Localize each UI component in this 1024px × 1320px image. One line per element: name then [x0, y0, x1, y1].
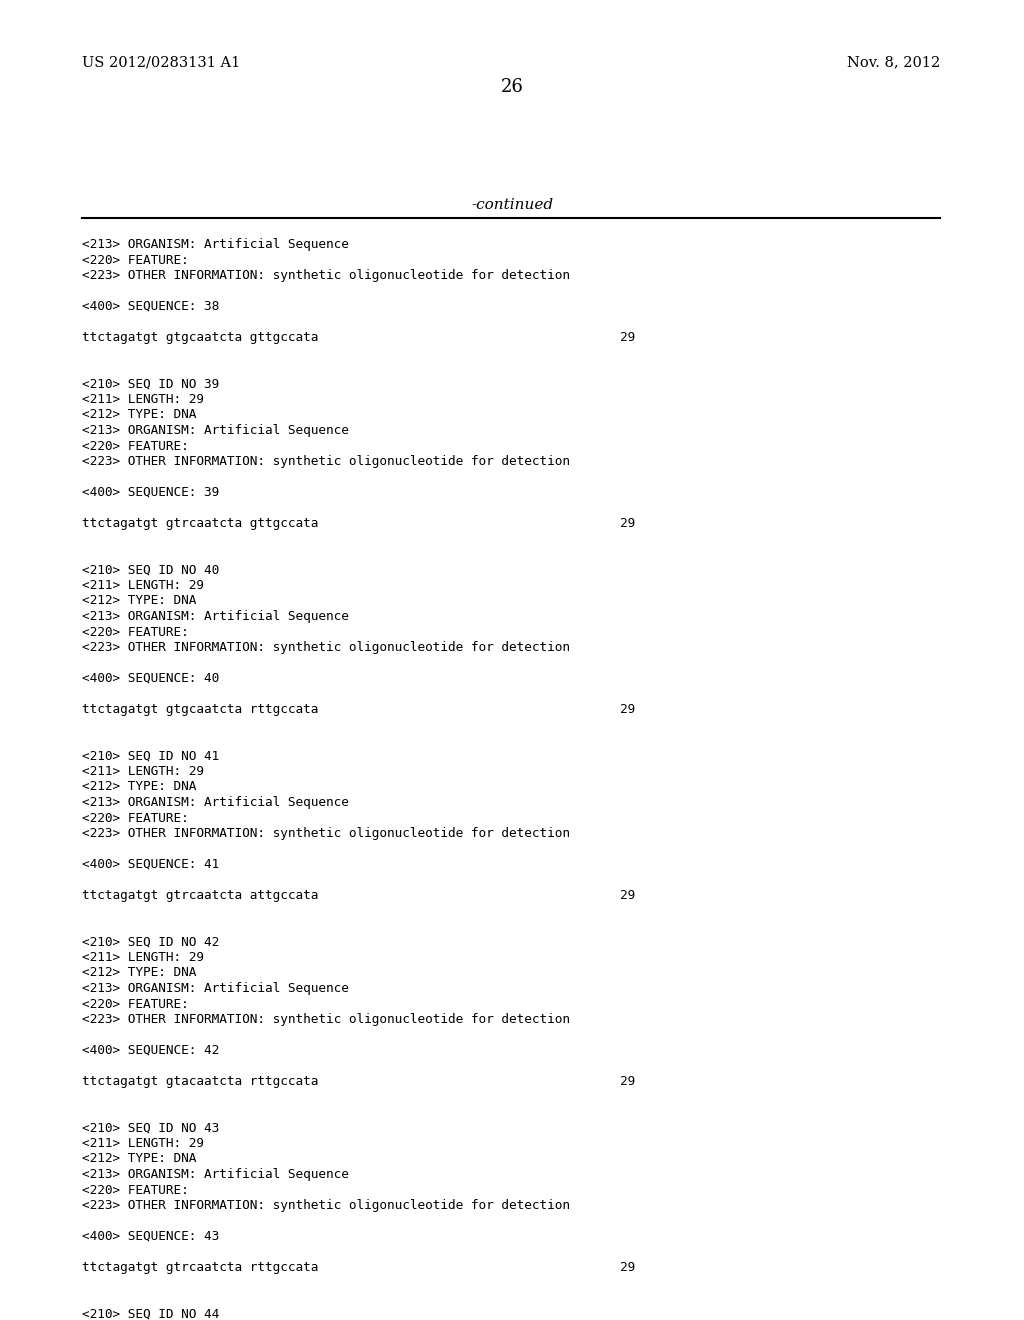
Text: <212> TYPE: DNA: <212> TYPE: DNA: [82, 966, 197, 979]
Text: <213> ORGANISM: Artificial Sequence: <213> ORGANISM: Artificial Sequence: [82, 238, 349, 251]
Text: 29: 29: [620, 704, 635, 715]
Text: <212> TYPE: DNA: <212> TYPE: DNA: [82, 408, 197, 421]
Text: 29: 29: [620, 888, 635, 902]
Text: <210> SEQ ID NO 39: <210> SEQ ID NO 39: [82, 378, 219, 391]
Text: ttctagatgt gtgcaatcta rttgccata: ttctagatgt gtgcaatcta rttgccata: [82, 704, 318, 715]
Text: <212> TYPE: DNA: <212> TYPE: DNA: [82, 1152, 197, 1166]
Text: 29: 29: [620, 331, 635, 345]
Text: <210> SEQ ID NO 42: <210> SEQ ID NO 42: [82, 936, 219, 949]
Text: <223> OTHER INFORMATION: synthetic oligonucleotide for detection: <223> OTHER INFORMATION: synthetic oligo…: [82, 642, 570, 653]
Text: -continued: -continued: [471, 198, 553, 213]
Text: <220> FEATURE:: <220> FEATURE:: [82, 1184, 188, 1196]
Text: <223> OTHER INFORMATION: synthetic oligonucleotide for detection: <223> OTHER INFORMATION: synthetic oligo…: [82, 828, 570, 840]
Text: <211> LENGTH: 29: <211> LENGTH: 29: [82, 393, 204, 407]
Text: <220> FEATURE:: <220> FEATURE:: [82, 812, 188, 825]
Text: 29: 29: [620, 1261, 635, 1274]
Text: <220> FEATURE:: <220> FEATURE:: [82, 626, 188, 639]
Text: 26: 26: [501, 78, 523, 96]
Text: <400> SEQUENCE: 42: <400> SEQUENCE: 42: [82, 1044, 219, 1057]
Text: <220> FEATURE:: <220> FEATURE:: [82, 253, 188, 267]
Text: ttctagatgt gtrcaatcta gttgccata: ttctagatgt gtrcaatcta gttgccata: [82, 517, 318, 531]
Text: <211> LENGTH: 29: <211> LENGTH: 29: [82, 579, 204, 591]
Text: <210> SEQ ID NO 40: <210> SEQ ID NO 40: [82, 564, 219, 577]
Text: <400> SEQUENCE: 40: <400> SEQUENCE: 40: [82, 672, 219, 685]
Text: <213> ORGANISM: Artificial Sequence: <213> ORGANISM: Artificial Sequence: [82, 796, 349, 809]
Text: <212> TYPE: DNA: <212> TYPE: DNA: [82, 780, 197, 793]
Text: <213> ORGANISM: Artificial Sequence: <213> ORGANISM: Artificial Sequence: [82, 982, 349, 995]
Text: 29: 29: [620, 1074, 635, 1088]
Text: ttctagatgt gtrcaatcta rttgccata: ttctagatgt gtrcaatcta rttgccata: [82, 1261, 318, 1274]
Text: <211> LENGTH: 29: <211> LENGTH: 29: [82, 766, 204, 777]
Text: <211> LENGTH: 29: <211> LENGTH: 29: [82, 950, 204, 964]
Text: <400> SEQUENCE: 39: <400> SEQUENCE: 39: [82, 486, 219, 499]
Text: <212> TYPE: DNA: <212> TYPE: DNA: [82, 594, 197, 607]
Text: <213> ORGANISM: Artificial Sequence: <213> ORGANISM: Artificial Sequence: [82, 424, 349, 437]
Text: ttctagatgt gtgcaatcta gttgccata: ttctagatgt gtgcaatcta gttgccata: [82, 331, 318, 345]
Text: <223> OTHER INFORMATION: synthetic oligonucleotide for detection: <223> OTHER INFORMATION: synthetic oligo…: [82, 455, 570, 469]
Text: 29: 29: [620, 517, 635, 531]
Text: <223> OTHER INFORMATION: synthetic oligonucleotide for detection: <223> OTHER INFORMATION: synthetic oligo…: [82, 269, 570, 282]
Text: <210> SEQ ID NO 44: <210> SEQ ID NO 44: [82, 1308, 219, 1320]
Text: <223> OTHER INFORMATION: synthetic oligonucleotide for detection: <223> OTHER INFORMATION: synthetic oligo…: [82, 1012, 570, 1026]
Text: US 2012/0283131 A1: US 2012/0283131 A1: [82, 55, 241, 69]
Text: <220> FEATURE:: <220> FEATURE:: [82, 998, 188, 1011]
Text: <210> SEQ ID NO 41: <210> SEQ ID NO 41: [82, 750, 219, 763]
Text: ttctagatgt gtacaatcta rttgccata: ttctagatgt gtacaatcta rttgccata: [82, 1074, 318, 1088]
Text: Nov. 8, 2012: Nov. 8, 2012: [847, 55, 940, 69]
Text: <213> ORGANISM: Artificial Sequence: <213> ORGANISM: Artificial Sequence: [82, 1168, 349, 1181]
Text: <210> SEQ ID NO 43: <210> SEQ ID NO 43: [82, 1122, 219, 1134]
Text: <400> SEQUENCE: 43: <400> SEQUENCE: 43: [82, 1230, 219, 1243]
Text: ttctagatgt gtrcaatcta attgccata: ttctagatgt gtrcaatcta attgccata: [82, 888, 318, 902]
Text: <400> SEQUENCE: 41: <400> SEQUENCE: 41: [82, 858, 219, 871]
Text: <223> OTHER INFORMATION: synthetic oligonucleotide for detection: <223> OTHER INFORMATION: synthetic oligo…: [82, 1199, 570, 1212]
Text: <220> FEATURE:: <220> FEATURE:: [82, 440, 188, 453]
Text: <211> LENGTH: 29: <211> LENGTH: 29: [82, 1137, 204, 1150]
Text: <213> ORGANISM: Artificial Sequence: <213> ORGANISM: Artificial Sequence: [82, 610, 349, 623]
Text: <400> SEQUENCE: 38: <400> SEQUENCE: 38: [82, 300, 219, 313]
